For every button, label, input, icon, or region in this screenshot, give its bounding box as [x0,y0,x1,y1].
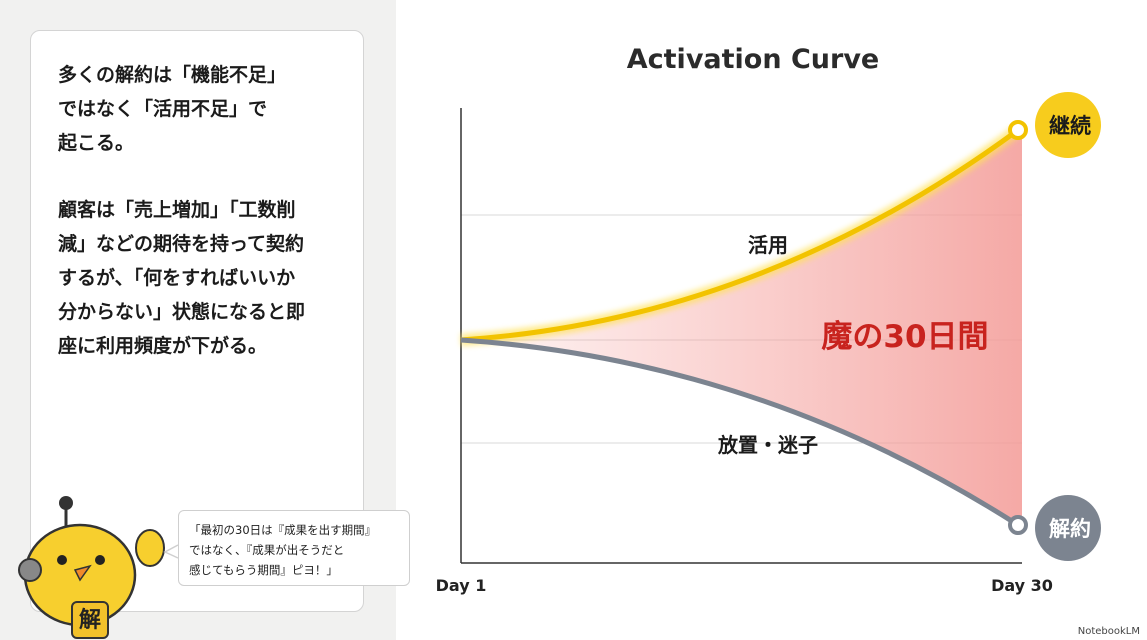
paragraph: 多くの解約は「機能不足」 ではなく「活用不足」で 起こる。 [58,58,286,160]
text-line: 「最初の30日は『成果を出す期間』 [189,523,377,537]
left-panel: 多くの解約は「機能不足」 ではなく「活用不足」で 起こる。 顧客は「売上増加」「工数… [0,0,410,640]
upper-end-label: 継続 [1049,114,1091,138]
text-line: 多くの解約は「機能不足」 [58,64,287,86]
text-line: 座に利用頻度が下がる。 [58,335,268,357]
mascot-badge: 解 [79,607,101,633]
text-line: 減」などの期待を持って契約 [58,233,305,255]
upper-label: 活用 [748,233,788,257]
text-line: ではなく、『成果が出そうだと [189,543,345,557]
gap-area [461,130,1022,525]
text-line: 分からない」状態になると即 [58,301,306,323]
x-end-label: Day 30 [991,576,1053,595]
text-line: するが、「何をすればいいか [58,267,296,289]
speech-bubble: 「最初の30日は『成果を出す期間』 ではなく、『成果が出そうだと 感じてもらう期間』… [178,510,410,586]
gap-label: 魔の30日間 [821,319,988,355]
lower-curve [460,337,1020,528]
x-start-label: Day 1 [436,576,487,595]
text-line: 感じてもらう期間』ピヨ！」 [189,563,338,577]
paragraph: 顧客は「売上増加」「工数削 減」などの期待を持って契約 するが、「何をすればいいか分… [58,193,305,363]
lower-end-label: 解約 [1049,517,1091,541]
end-badge [1035,495,1101,561]
text-line: 顧客は「売上増加」「工数削 [58,199,296,221]
lower-label: 放置・迷子 [717,433,818,457]
text-line: 起こる。 [58,132,135,154]
mascot: 解 [18,496,165,639]
brand: NotebookLM [1078,626,1140,637]
diagram-title: Activation Curve [627,44,879,75]
end-badge [1035,92,1101,158]
upper-curve [460,127,1020,343]
text-line: ではなく「活用不足」で [58,98,268,120]
